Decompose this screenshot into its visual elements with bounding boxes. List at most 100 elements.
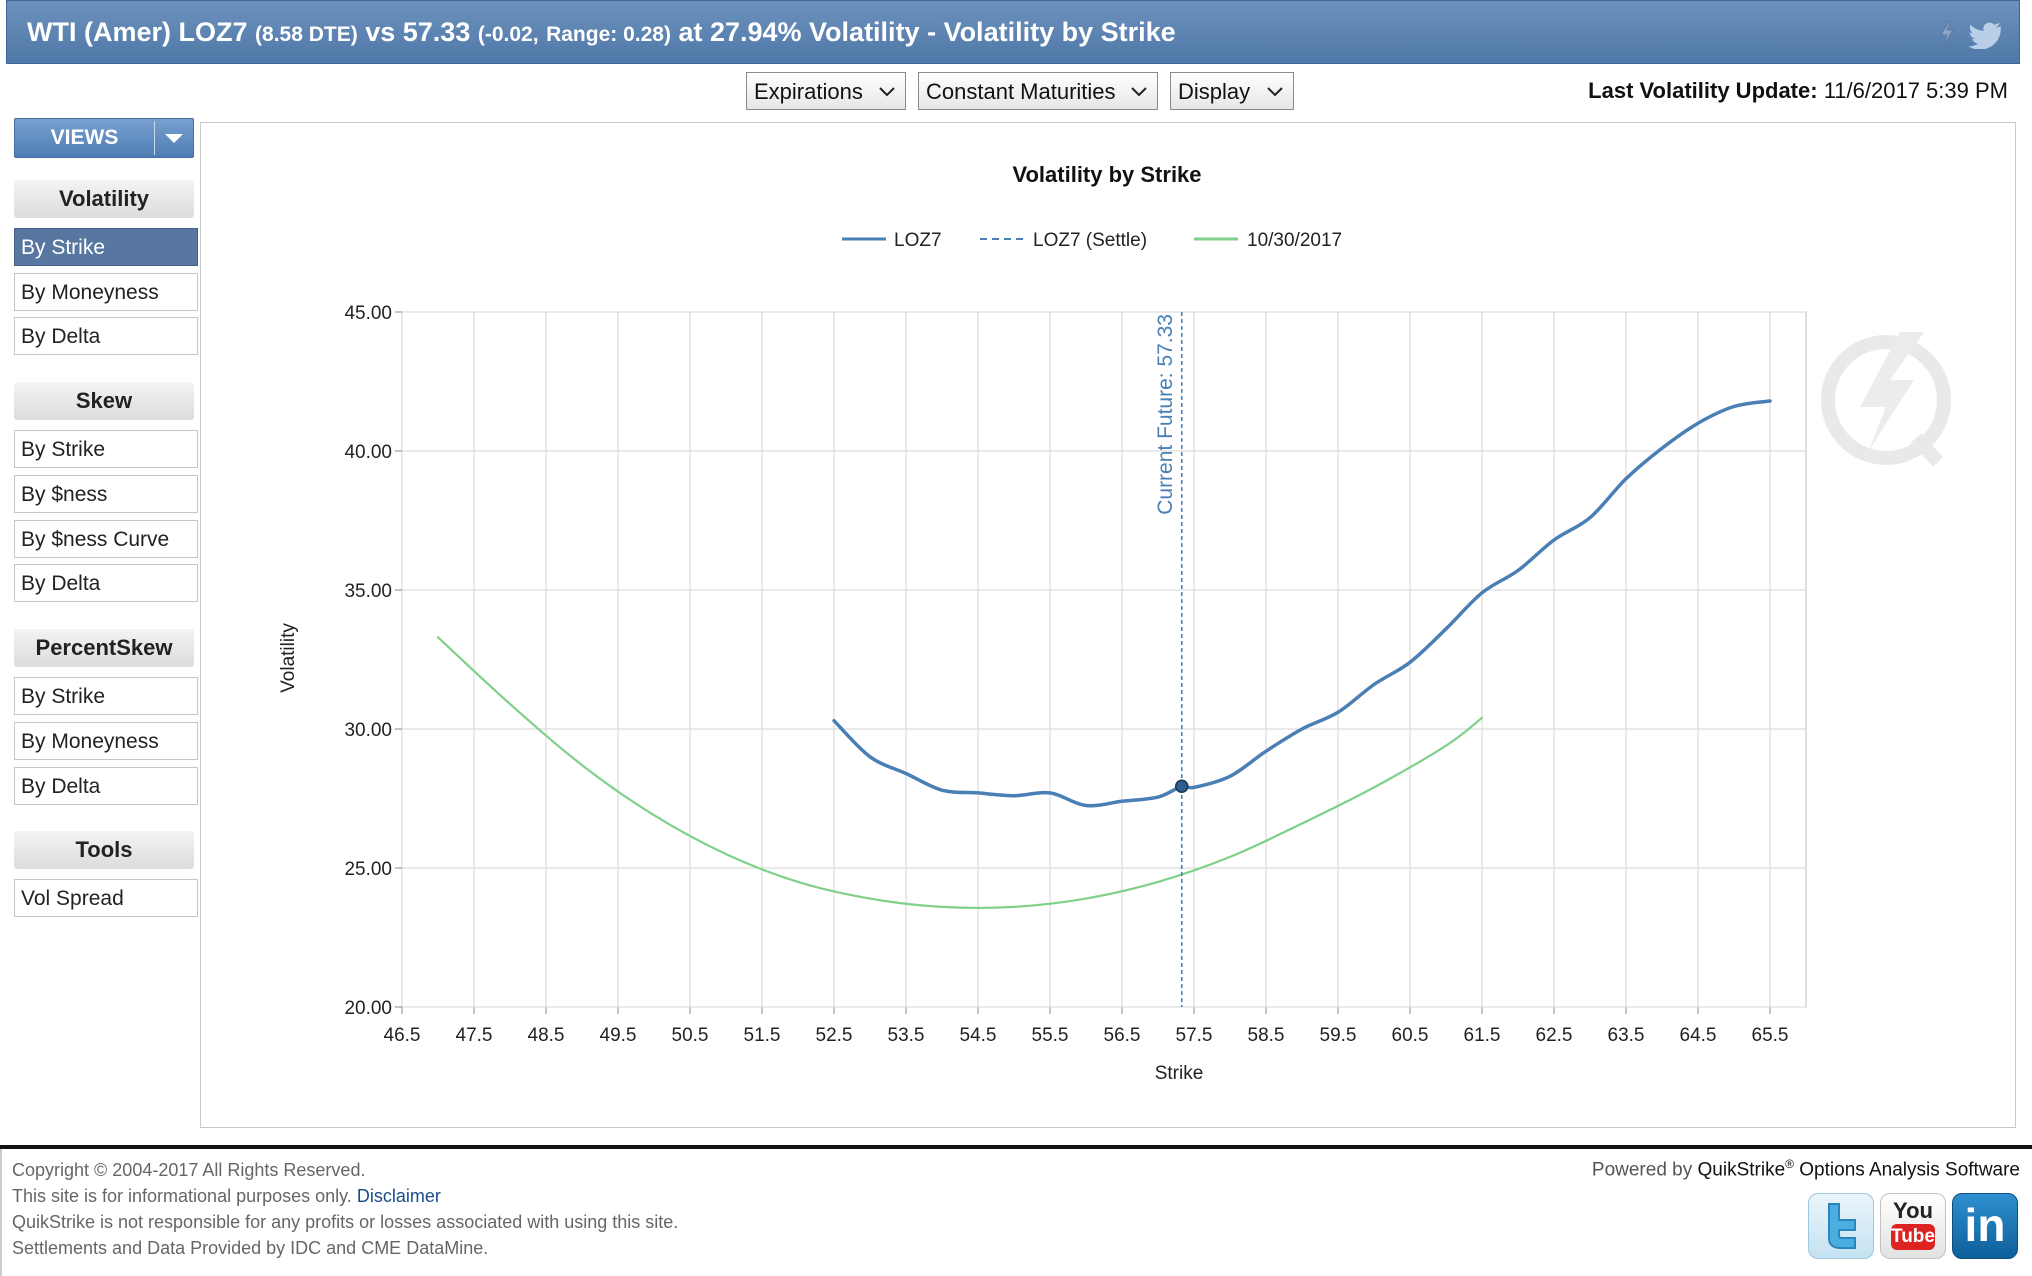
section-tools: Tools xyxy=(14,831,194,869)
skew-by-dollarness-curve[interactable]: By $ness Curve xyxy=(14,520,198,558)
skew-by-dollarness[interactable]: By $ness xyxy=(14,475,198,513)
x-tick-label: 59.5 xyxy=(1320,1025,1357,1046)
y-tick-label: 20.00 xyxy=(344,998,392,1019)
skew-by-strike[interactable]: By Strike xyxy=(14,430,198,468)
title-icons xyxy=(1935,19,2005,50)
x-tick-label: 50.5 xyxy=(672,1025,709,1046)
x-tick-label: 63.5 xyxy=(1608,1025,1645,1046)
x-tick-label: 48.5 xyxy=(528,1025,565,1046)
x-tick-label: 49.5 xyxy=(600,1025,637,1046)
chart-series xyxy=(436,399,1772,910)
tools-vol-spread[interactable]: Vol Spread xyxy=(14,879,198,917)
volatility-by-moneyness[interactable]: By Moneyness xyxy=(14,273,198,311)
chart-title: Volatility by Strike xyxy=(1012,162,1201,187)
footer-left-border xyxy=(0,1149,2,1276)
volatility-by-strike[interactable]: By Strike xyxy=(14,228,198,266)
x-tick-label: 62.5 xyxy=(1536,1025,1573,1046)
x-tick-label: 60.5 xyxy=(1392,1025,1429,1046)
last-update-value: 11/6/2017 5:39 PM xyxy=(1823,78,2008,103)
series-line-1030 xyxy=(436,636,1484,910)
y-tick-label: 45.00 xyxy=(344,303,392,324)
legend-label-1030: 10/30/2017 xyxy=(1247,230,1342,251)
twitter-icon[interactable] xyxy=(1808,1193,1874,1259)
chevron-down-icon xyxy=(1131,87,1147,97)
chart-grid xyxy=(395,311,1807,1014)
y-tick-label: 35.00 xyxy=(344,581,392,602)
linkedin-icon[interactable]: in xyxy=(1952,1193,2018,1259)
x-tick-label: 55.5 xyxy=(1032,1025,1069,1046)
percentskew-by-moneyness[interactable]: By Moneyness xyxy=(14,722,198,760)
constant-maturities-label: Constant Maturities xyxy=(926,79,1116,104)
youtube-you-text: You xyxy=(1893,1198,1933,1223)
title-dte: (8.58 DTE) xyxy=(255,23,358,46)
title-bar: WTI (Amer) LOZ7 (8.58 DTE) vs 57.33 (-0.… xyxy=(6,0,2020,64)
volatility-by-delta[interactable]: By Delta xyxy=(14,317,198,355)
twitter-bird-icon[interactable] xyxy=(1962,22,2001,50)
footer-info: This site is for informational purposes … xyxy=(12,1186,441,1207)
skew-by-delta[interactable]: By Delta xyxy=(14,564,198,602)
footer-copyright: Copyright © 2004-2017 All Rights Reserve… xyxy=(12,1160,366,1180)
y-axis-label: Volatility xyxy=(278,623,299,693)
series-line-loz7 xyxy=(832,399,1772,808)
title-range: Range: 0.28) xyxy=(546,23,671,46)
title-change: (-0.02, xyxy=(477,23,539,46)
x-axis-label: Strike xyxy=(1155,1063,1204,1084)
powered-by: Powered by QuikStrike® Options Analysis … xyxy=(1592,1157,2020,1181)
x-tick-label: 58.5 xyxy=(1248,1025,1285,1046)
percentskew-by-delta[interactable]: By Delta xyxy=(14,767,198,805)
x-tick-label: 65.5 xyxy=(1752,1025,1789,1046)
quikstrike-watermark-icon xyxy=(1821,332,1951,467)
y-tick-label: 40.00 xyxy=(344,442,392,463)
expirations-dropdown[interactable]: Expirations xyxy=(746,72,906,110)
section-percentskew: PercentSkew xyxy=(14,629,194,667)
x-tick-label: 61.5 xyxy=(1464,1025,1501,1046)
y-tick-label: 25.00 xyxy=(344,859,392,880)
x-tick-labels: 46.5 47.5 48.5 49.5 50.5 51.5 52.5 53.5 54.5 55.5… xyxy=(384,1025,1789,1046)
powered-brand[interactable]: QuikStrike xyxy=(1697,1159,1786,1181)
current-point-dot[interactable] xyxy=(1175,779,1189,794)
x-tick-label: 56.5 xyxy=(1104,1025,1141,1046)
y-tick-labels: 20.00 25.00 30.00 35.00 40.00 45.00 xyxy=(344,303,392,1019)
x-tick-label: 46.5 xyxy=(384,1025,421,1046)
caret-down-icon[interactable] xyxy=(163,129,185,147)
youtube-icon[interactable]: You Tube xyxy=(1880,1193,1946,1259)
chevron-down-icon xyxy=(1267,87,1283,97)
title-vs: vs 57.33 xyxy=(365,17,471,47)
expirations-label: Expirations xyxy=(754,79,863,104)
x-tick-label: 57.5 xyxy=(1176,1025,1213,1046)
last-update-label: Last Volatility Update: xyxy=(1588,78,1818,103)
percentskew-by-strike[interactable]: By Strike xyxy=(14,677,198,715)
powered-prefix: Powered by xyxy=(1591,1159,1693,1181)
legend-label-loz7: LOZ7 xyxy=(894,230,942,251)
current-point-marker[interactable] xyxy=(1175,779,1189,794)
section-skew: Skew xyxy=(14,382,194,420)
x-tick-label: 52.5 xyxy=(816,1025,853,1046)
display-dropdown[interactable]: Display xyxy=(1170,72,1294,110)
chart-panel xyxy=(200,122,2016,1128)
lightning-icon[interactable] xyxy=(1940,20,1954,48)
y-tick-label: 30.00 xyxy=(344,720,392,741)
title-lead: WTI (Amer) LOZ7 xyxy=(27,17,248,47)
linkedin-in-text: in xyxy=(1964,1199,2006,1251)
views-button[interactable]: VIEWS xyxy=(14,118,194,158)
x-tick-label: 53.5 xyxy=(888,1025,925,1046)
current-future-label: Current Future: 57.33 xyxy=(1154,314,1177,515)
disclaimer-link[interactable]: Disclaimer xyxy=(356,1186,441,1206)
footer-info-text: This site is for informational purposes … xyxy=(12,1186,352,1206)
x-tick-label: 54.5 xyxy=(960,1025,997,1046)
views-label: VIEWS xyxy=(50,126,119,149)
powered-reg: ® xyxy=(1785,1157,1794,1171)
x-tick-label: 47.5 xyxy=(456,1025,493,1046)
powered-suffix: Options Analysis Software xyxy=(1799,1159,2020,1181)
section-volatility: Volatility xyxy=(14,180,194,218)
page-title: WTI (Amer) LOZ7 (8.58 DTE) vs 57.33 (-0.… xyxy=(27,17,1176,48)
footer-settlements: Settlements and Data Provided by IDC and… xyxy=(12,1238,489,1258)
chart-legend: LOZ7 LOZ7 (Settle) 10/30/2017 xyxy=(842,230,1342,251)
current-future-line: Current Future: 57.33 xyxy=(1154,312,1183,1007)
title-tail: at 27.94% Volatility - Volatility by Str… xyxy=(678,17,1176,47)
legend-label-loz7-settle: LOZ7 (Settle) xyxy=(1033,230,1147,251)
x-tick-label: 64.5 xyxy=(1680,1025,1717,1046)
constant-maturities-dropdown[interactable]: Constant Maturities xyxy=(918,72,1158,110)
x-tick-label: 51.5 xyxy=(744,1025,781,1046)
